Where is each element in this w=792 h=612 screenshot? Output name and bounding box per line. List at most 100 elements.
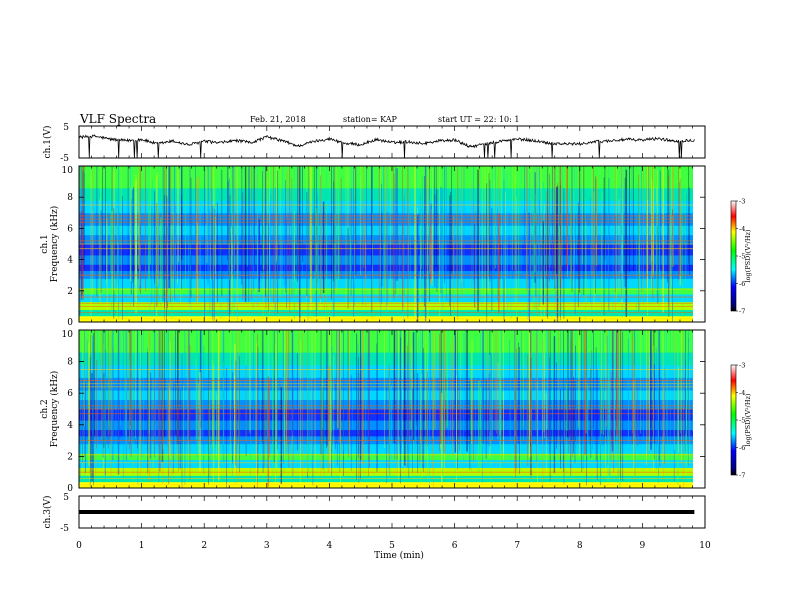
- spectrogram-streak: [310, 166, 312, 311]
- spectrogram-streak: [685, 330, 686, 435]
- spectrogram-streak: [296, 353, 298, 451]
- spectrogram-streak: [232, 372, 233, 464]
- spectrogram-streak: [107, 330, 109, 449]
- spectrogram-streak: [279, 166, 281, 298]
- spectrogram-streak: [441, 392, 443, 483]
- spectrogram-streak: [485, 379, 487, 459]
- y-tick-label: 2: [67, 452, 73, 462]
- spectrogram-streak: [542, 339, 544, 485]
- x-tick-label: 6: [452, 541, 458, 551]
- spectrogram-streak: [481, 330, 483, 447]
- spectrogram-streak: [410, 195, 411, 291]
- spectrogram-streak: [610, 371, 612, 460]
- spectrogram-streak: [212, 205, 214, 321]
- spectrogram-streak: [419, 330, 422, 429]
- spectrogram-streak: [312, 379, 314, 486]
- spectrogram-streak: [82, 170, 84, 295]
- spectrogram-streak: [188, 222, 189, 305]
- spectrogram-streak: [160, 217, 162, 306]
- spectrogram-streak: [177, 166, 178, 285]
- spectrogram-streak: [671, 166, 672, 289]
- spectrogram-streak: [537, 382, 539, 469]
- spectrogram-streak: [579, 166, 580, 293]
- spectrogram-streak: [460, 166, 462, 292]
- spectrogram-streak: [349, 330, 350, 454]
- spectrogram-streak: [100, 210, 102, 293]
- spectrogram-streak: [570, 188, 572, 281]
- spectrogram-streak: [164, 195, 165, 309]
- spectrogram-streak: [496, 330, 497, 434]
- spectrogram-streak: [403, 227, 404, 322]
- spectrogram-streak: [412, 332, 415, 441]
- spectrogram-streak: [501, 168, 502, 302]
- spectrogram-streak: [595, 347, 597, 461]
- spectrogram-streak: [625, 169, 628, 317]
- spectrogram-streak: [188, 330, 190, 441]
- spectrogram-streak: [321, 330, 322, 447]
- spectrogram-streak: [307, 330, 308, 473]
- spectrogram-streak: [395, 166, 397, 295]
- spectrogram-streak: [181, 166, 183, 260]
- spectrogram-streak: [553, 336, 556, 474]
- spectrogram-streak: [427, 177, 428, 294]
- spectrogram-streak: [318, 166, 319, 281]
- spectrogram-streak: [484, 166, 486, 305]
- x-tick-label: 8: [577, 541, 583, 551]
- spectrogram-streak: [514, 330, 516, 472]
- spectrogram-streak: [263, 390, 265, 468]
- spectrogram-streak: [640, 330, 642, 434]
- spectrogram-streak: [228, 166, 230, 275]
- spectrogram-band: [79, 270, 693, 279]
- spectrogram-streak: [516, 196, 517, 322]
- spectrogram-streak: [148, 377, 150, 454]
- spectrogram-streak: [337, 330, 339, 429]
- spectrogram-streak: [165, 166, 167, 281]
- spectrogram-streak: [429, 166, 430, 302]
- spectrogram-streak: [227, 166, 228, 261]
- spectrogram-streak: [248, 166, 250, 271]
- spectrogram-streak: [273, 330, 275, 463]
- spectrogram-streak: [403, 330, 405, 430]
- spectrogram-streak: [235, 360, 237, 466]
- spectrogram-streak: [302, 166, 303, 263]
- spectrogram-streak: [394, 330, 396, 460]
- spectrogram-streak: [326, 330, 328, 446]
- y-tick-label: 5: [63, 493, 69, 503]
- spectrogram-streak: [241, 166, 243, 285]
- spectrogram-streak: [276, 166, 277, 262]
- spectrogram-streak: [89, 330, 90, 487]
- spectrogram-streak: [174, 336, 176, 468]
- spectrogram-band: [79, 330, 693, 342]
- spectrogram-streak: [127, 166, 129, 280]
- spectrogram-streak: [322, 387, 324, 470]
- spectrogram-streak: [431, 225, 433, 286]
- spectrogram-band: [79, 293, 693, 303]
- spectrogram-streak: [96, 359, 98, 449]
- spectrogram-streak: [281, 214, 282, 299]
- spectrogram-streak: [604, 166, 606, 260]
- spectrogram-streak: [607, 365, 609, 484]
- spectrogram-streak: [672, 215, 673, 322]
- spectrogram-streak: [479, 166, 480, 293]
- spectrogram-streak: [449, 195, 451, 307]
- spectrogram-streak: [337, 166, 340, 280]
- spectrogram-streak: [376, 330, 378, 471]
- spectrogram-streak: [497, 361, 499, 440]
- spectrogram-streak: [429, 166, 431, 274]
- spectrogram-streak: [184, 330, 186, 486]
- spectrogram-streak: [90, 170, 92, 320]
- spectrogram-streak: [203, 345, 205, 475]
- spectrogram-streak: [415, 330, 417, 426]
- spectrogram-streak: [131, 330, 133, 457]
- spectrogram-streak: [197, 383, 199, 454]
- spectrogram-streak: [500, 330, 502, 432]
- spectrogram-streak: [351, 330, 353, 430]
- spectrogram-streak: [578, 330, 579, 428]
- spectrogram-streak: [500, 339, 501, 461]
- spectrogram-streak: [421, 176, 423, 277]
- spectrogram-streak: [663, 387, 665, 481]
- spectrogram-streak: [314, 330, 316, 471]
- spectrogram-streak: [638, 189, 641, 311]
- spectrogram-streak: [274, 202, 276, 305]
